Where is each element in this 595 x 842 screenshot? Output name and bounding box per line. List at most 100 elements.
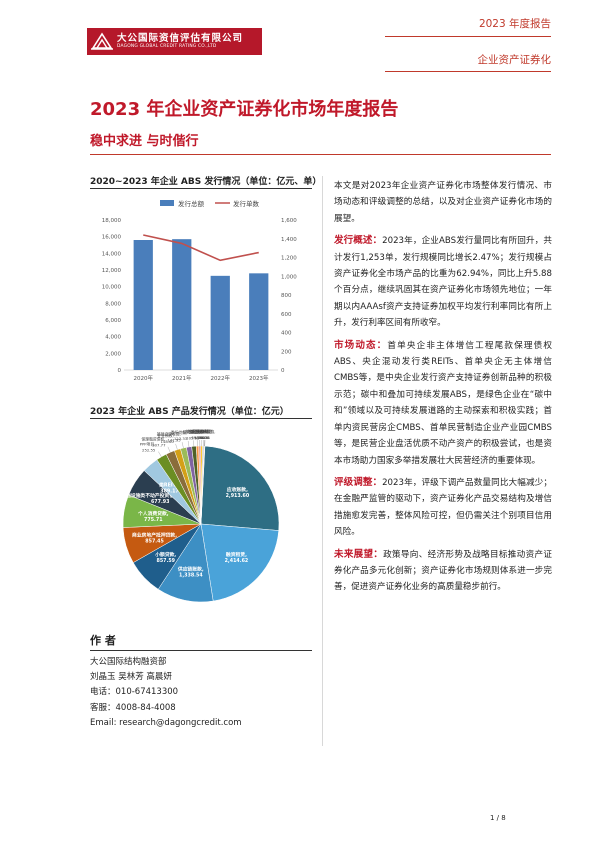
- section-text: 2023年，企业ABS发行量同比有所回升，共计发行1,253单，发行规模同比增长…: [334, 236, 552, 329]
- pie-label-value: 37.83: [196, 435, 207, 440]
- author-phone: 电话：010-67413300: [90, 687, 179, 698]
- bar-total-1: [172, 239, 192, 370]
- page-number: 1 / 8: [490, 814, 506, 822]
- section-outlook: 未来展望：政策导向、经济形势及战略目标推动资产证券化产品多元化创新；资产证券化市…: [334, 547, 552, 596]
- pie-label-value: 207.77: [152, 442, 166, 447]
- pie-leader-line: [193, 440, 195, 447]
- header-divider: [385, 36, 551, 37]
- y-right-tick-label: 800: [281, 293, 292, 299]
- pie-label-name: 基础设施收费,: [157, 431, 181, 436]
- logo-emblem-icon: [87, 28, 117, 55]
- y-left-tick-label: 18,000: [102, 218, 122, 224]
- section-keyword: 发行概述：: [334, 235, 383, 247]
- pie-label-value: 857.45: [145, 538, 164, 544]
- y-left-tick-label: 8,000: [105, 301, 121, 307]
- author-service: 客服：4008-84-4008: [90, 702, 176, 713]
- section-rating: 评级调整：2023年，评级下调产品数量同比大幅减少；在金融严监管的驱动下，资产证…: [334, 475, 552, 541]
- pie-label-name: 基础设施类不动产投资信托(REITs),: [121, 492, 199, 499]
- section-market: 市场动态：首单央企非主体增信工程尾款保理债权ABS、央企混动发行类REITs、首…: [334, 338, 552, 469]
- header-divider: [385, 71, 551, 72]
- report-title: 2023 年企业资产证券化市场年度报告: [90, 99, 399, 120]
- authors-divider: [90, 650, 312, 651]
- pie-label-value: 8.16: [201, 435, 210, 440]
- pie-label-name: 小额贷款,: [154, 551, 176, 558]
- column-divider: [322, 176, 323, 746]
- pie-label-value: 2,414.62: [225, 558, 249, 564]
- author-email[interactable]: Email: research@dagongcredit.com: [90, 717, 242, 728]
- title-divider: [90, 154, 551, 155]
- pie-label-name: 信托受益权,: [183, 429, 203, 434]
- pie-label-value: 16.31: [199, 435, 210, 440]
- report-category-label: 企业资产证券化: [477, 54, 552, 66]
- y-right-tick-label: 0: [281, 368, 285, 374]
- y-right-tick-label: 1,600: [281, 218, 297, 224]
- pie-label-value: 677.93: [151, 499, 170, 505]
- chart2-divider: [90, 418, 312, 419]
- line-count-series: [143, 234, 259, 262]
- logo-chinese-name: 大公国际资信评估有限公司: [117, 32, 244, 44]
- x-tick-label: 2020年: [134, 374, 154, 382]
- chart1-title: 2020~2023 年企业 ABS 发行情况（单位：亿元、单）: [90, 177, 322, 187]
- y-left-tick-label: 14,000: [102, 251, 122, 257]
- pie-label-name: 委托贷款,: [171, 430, 187, 435]
- pie-label-name: 保理融资债权,: [142, 436, 166, 441]
- pie-leader-line: [167, 446, 171, 453]
- report-type-label: 2023 年度报告: [478, 18, 551, 30]
- pie-label-name: 供应链账款,: [177, 565, 204, 572]
- pie-leader-line: [187, 440, 190, 447]
- chart2-title: 2023 年企业 ABS 产品发行情况（单位：亿元）: [90, 407, 289, 417]
- section-text: 2023年，评级下调产品数量同比大幅减少；在金融严监管的驱动下，资产证券化产品交…: [334, 477, 552, 538]
- page-header: 大公国际资信评估有限公司 DAGONG GLOBAL CREDIT RATING…: [0, 0, 595, 72]
- pie-label-value: 59.39: [191, 435, 202, 440]
- y-left-tick-label: 0: [118, 368, 122, 374]
- pie-label-name: 商业房地产抵押贷款,: [132, 531, 177, 538]
- pie-label-name: 其他,: [201, 429, 210, 434]
- section-text: 首单央企非主体增信工程尾款保理债权ABS、央企混动发行类REITs、首单央企无主…: [334, 340, 552, 466]
- section-text: 政策导向、经济形势及战略目标推动资产证券化产品多元化创新；资产证券化市场规则体系…: [334, 549, 552, 593]
- pie-label-name: 类REITs,: [159, 481, 180, 488]
- abs-product-pie-chart: 应收账款,2,913.60 融资租赁,2,414.62 供应链账款,1,338.54…: [121, 429, 280, 603]
- y-left-tick-label: 16,000: [102, 235, 122, 241]
- abs-issuance-chart: 发行总额 发行单数 0 2,000 4,000 6,000 8,000 10,000 12,00…: [102, 199, 297, 382]
- pie-label-value: 252.55: [142, 447, 156, 452]
- pie-label-name: 企业债权,: [157, 433, 173, 438]
- company-logo: 大公国际资信评估有限公司 DAGONG GLOBAL CREDIT RATING…: [87, 28, 262, 55]
- pie-label-name: 融资租赁,: [226, 551, 247, 558]
- x-tick-label: 2022年: [211, 374, 231, 382]
- pie-label-value: 775.71: [144, 517, 163, 523]
- y-right-tick-label: 1,000: [281, 274, 297, 280]
- authors-heading: 作 者: [90, 634, 116, 647]
- pie-label-name: 保单质押贷款,: [192, 429, 216, 434]
- pie-label-name: 融资融券债权,: [188, 429, 212, 434]
- pie-label-value: 1,338.54: [179, 572, 203, 578]
- x-tick-label: 2021年: [172, 374, 192, 382]
- y-right-tick-label: 600: [281, 312, 292, 318]
- pie-slice-19: [200, 445, 206, 525]
- y-left-tick-label: 4,000: [105, 335, 121, 341]
- y-left-tick-label: 6,000: [105, 318, 121, 324]
- pie-label-value: 123.33: [174, 436, 188, 441]
- y-right-tick-label: 200: [281, 349, 292, 355]
- bar-total-3: [249, 273, 269, 370]
- pie-label-name: 应收账款,: [227, 486, 248, 493]
- section-keyword: 市场动态：: [334, 339, 388, 351]
- y-right-tick-label: 1,400: [281, 237, 297, 243]
- pie-label-value: 857.59: [156, 558, 175, 564]
- bar-total-2: [210, 275, 230, 370]
- pie-label-value: 141.95: [167, 437, 181, 442]
- pie-label-name: PPP项目,: [140, 441, 156, 446]
- pie-label-value: 148.60: [160, 439, 174, 444]
- pie-label-name: ABS,: [200, 429, 209, 434]
- report-subtitle: 稳中求进 与时偕行: [90, 134, 199, 149]
- authors-block: 大公国际结构融资部 刘晶玉 吴林芳 高晨妍 电话：010-67413300 客服…: [90, 655, 312, 731]
- pie-leader-line: [175, 443, 178, 450]
- pie-label-name: 个人消费贷款,: [137, 510, 169, 517]
- pie-label-value: 2,913.60: [226, 493, 250, 499]
- bar-total-0: [133, 240, 153, 370]
- pie-leader-line: [181, 442, 184, 449]
- legend-bar-label: 发行总额: [178, 199, 205, 208]
- author-names: 刘晶玉 吴林芳 高晨妍: [90, 672, 172, 683]
- chart1-divider: [90, 188, 312, 189]
- y-left-tick-label: 2,000: [105, 351, 121, 357]
- summary-column: 本文是对2023年企业资产证券化市场整体发行情况、市场动态和评级调整的总结，以及…: [334, 178, 552, 602]
